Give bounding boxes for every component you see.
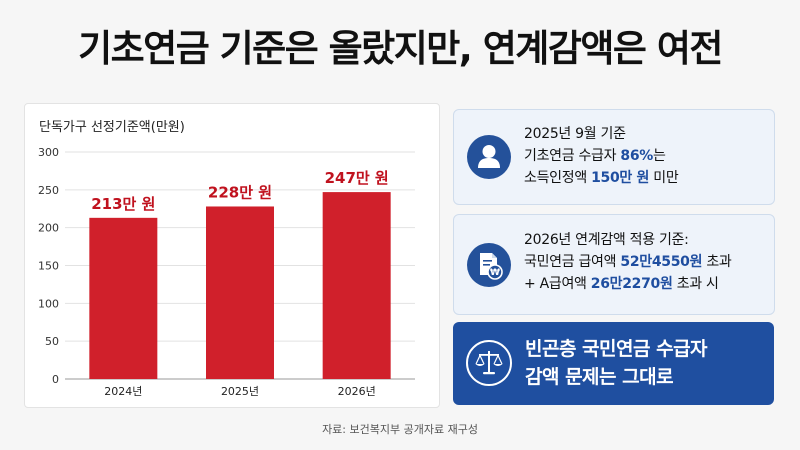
- y-tick-label: 100: [38, 297, 59, 310]
- pension-amount: 52만4550원: [620, 254, 703, 270]
- bar-chart-card: 단독가구 선정기준액(만원) 0 50 100 150 200 250 300 213만 원 2…: [24, 103, 440, 408]
- document-won-icon: ₩: [467, 243, 511, 287]
- income-threshold: 150만 원: [591, 170, 650, 186]
- criteria-line1: 2026년 연계감액 적용 기준:: [524, 232, 689, 248]
- person-icon: [467, 135, 511, 179]
- recipients-line3: 소득인정액 150만 원 미만: [524, 170, 679, 186]
- y-tick-label: 150: [38, 260, 59, 273]
- source-note: 자료: 보건복지부 공개자료 재구성: [322, 423, 478, 436]
- recipients-percent: 86%: [620, 148, 653, 164]
- a-benefit-amount: 26만2270원: [590, 276, 673, 292]
- y-tick-label: 50: [45, 335, 59, 348]
- chart-title: 단독가구 선정기준액(만원): [39, 120, 185, 135]
- y-tick-label: 300: [38, 146, 59, 159]
- scales-icon: [465, 339, 513, 387]
- banner-line2: 감액 문제는 그대로: [525, 366, 674, 388]
- bar: [322, 192, 391, 379]
- bar-data-label: 247만 원: [325, 169, 389, 187]
- bar: [206, 206, 274, 379]
- criteria-line2: 국민연금 급여액 52만4550원 초과: [524, 254, 732, 270]
- info-card-reduction-criteria: ₩ 2026년 연계감액 적용 기준: 국민연금 급여액 52만4550원 초과…: [453, 214, 775, 315]
- recipients-text: 2025년 9월 기준 기초연금 수급자 86%는 소득인정액 150만 원 미…: [524, 123, 679, 189]
- svg-text:₩: ₩: [490, 268, 500, 278]
- y-tick-label: 250: [38, 184, 59, 197]
- recipients-line1: 2025년 9월 기준: [524, 126, 626, 142]
- bar-data-label: 228만 원: [208, 183, 272, 201]
- x-tick-label: 2025년: [221, 385, 259, 398]
- bar-data-label: 213만 원: [91, 195, 155, 213]
- banner-line1: 빈곤층 국민연금 수급자: [525, 338, 708, 360]
- banner-text: 빈곤층 국민연금 수급자 감액 문제는 그대로: [525, 335, 708, 391]
- info-card-recipients: 2025년 9월 기준 기초연금 수급자 86%는 소득인정액 150만 원 미…: [453, 109, 775, 205]
- y-tick-label: 0: [52, 373, 59, 386]
- y-tick-label: 200: [38, 222, 59, 235]
- bar-chart: 0 50 100 150 200 250 300 213만 원 2024년 228만 원 2025년…: [38, 146, 415, 398]
- x-tick-label: 2026년: [338, 385, 376, 398]
- recipients-line2: 기초연금 수급자 86%는: [524, 148, 666, 164]
- conclusion-banner: 빈곤층 국민연금 수급자 감액 문제는 그대로: [453, 322, 774, 405]
- x-tick-label: 2024년: [104, 385, 142, 398]
- page-headline: 기초연금 기준은 올랐지만, 연계감액은 여전: [78, 27, 723, 70]
- criteria-line3: + A급여액 26만2270원 초과 시: [524, 276, 719, 292]
- bar: [89, 217, 158, 379]
- reduction-criteria-text: 2026년 연계감액 적용 기준: 국민연금 급여액 52만4550원 초과 +…: [524, 229, 732, 295]
